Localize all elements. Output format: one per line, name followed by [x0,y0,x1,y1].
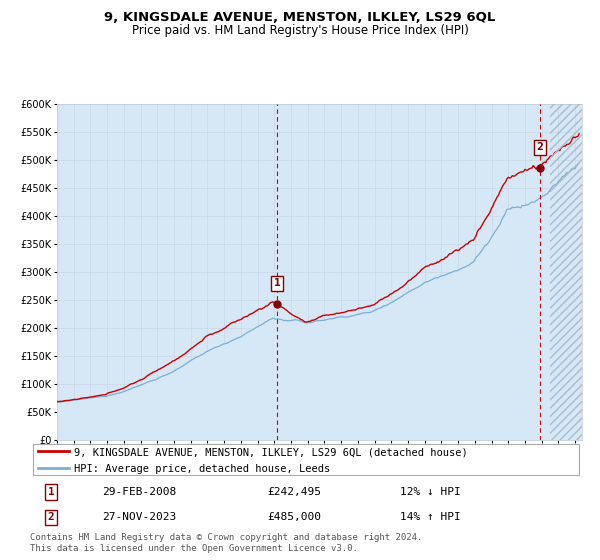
Text: 2: 2 [536,142,544,152]
Text: 1: 1 [274,278,280,288]
Text: 29-FEB-2008: 29-FEB-2008 [102,487,176,497]
Text: £485,000: £485,000 [268,512,322,522]
Text: HPI: Average price, detached house, Leeds: HPI: Average price, detached house, Leed… [74,464,331,474]
Text: 1: 1 [47,487,55,497]
Text: Price paid vs. HM Land Registry's House Price Index (HPI): Price paid vs. HM Land Registry's House … [131,24,469,36]
Text: 27-NOV-2023: 27-NOV-2023 [102,512,176,522]
Text: 14% ↑ HPI: 14% ↑ HPI [400,512,461,522]
Text: 2: 2 [47,512,55,522]
FancyBboxPatch shape [33,444,579,475]
Bar [550,104,582,440]
Text: 9, KINGSDALE AVENUE, MENSTON, ILKLEY, LS29 6QL (detached house): 9, KINGSDALE AVENUE, MENSTON, ILKLEY, LS… [74,447,468,457]
Text: £242,495: £242,495 [268,487,322,497]
Text: 9, KINGSDALE AVENUE, MENSTON, ILKLEY, LS29 6QL: 9, KINGSDALE AVENUE, MENSTON, ILKLEY, LS… [104,11,496,24]
Bar [550,104,582,440]
Text: Contains HM Land Registry data © Crown copyright and database right 2024.
This d: Contains HM Land Registry data © Crown c… [30,533,422,553]
Text: 12% ↓ HPI: 12% ↓ HPI [400,487,461,497]
